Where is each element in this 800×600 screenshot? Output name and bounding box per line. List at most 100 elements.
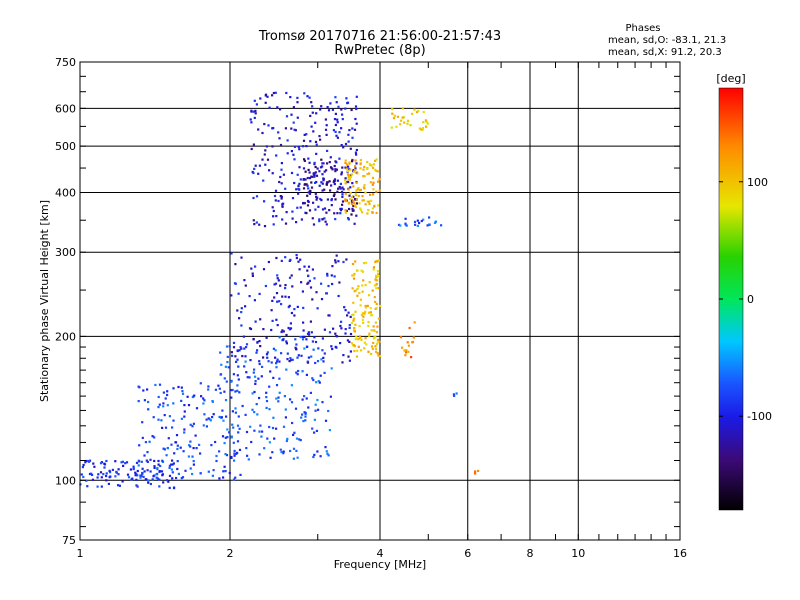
data-point <box>406 341 409 344</box>
data-point <box>355 122 358 125</box>
data-point <box>411 340 415 344</box>
data-point <box>358 202 361 205</box>
data-point <box>302 201 305 205</box>
data-point <box>339 207 342 210</box>
data-point <box>291 421 294 425</box>
colorbar-tick-label: -100 <box>747 410 772 423</box>
data-point <box>202 424 205 427</box>
data-point <box>355 335 358 338</box>
data-point <box>307 274 310 278</box>
data-point <box>344 107 347 110</box>
data-point <box>269 456 272 459</box>
data-point <box>353 272 356 276</box>
data-point <box>125 461 129 464</box>
data-point <box>271 319 274 322</box>
data-point <box>232 478 236 481</box>
data-point <box>271 451 274 454</box>
data-point <box>348 177 351 180</box>
data-point <box>339 209 343 212</box>
data-point <box>321 349 324 352</box>
data-point <box>378 178 381 181</box>
data-point <box>416 224 419 227</box>
data-point <box>255 351 258 354</box>
data-point <box>274 91 277 94</box>
data-point <box>474 470 477 473</box>
data-point <box>348 324 351 327</box>
data-point <box>352 313 355 316</box>
data-point <box>152 416 155 419</box>
data-point <box>105 472 108 475</box>
data-point <box>426 122 429 125</box>
data-point <box>117 473 120 476</box>
data-point <box>273 296 276 299</box>
data-point <box>361 211 364 214</box>
data-point <box>166 404 169 407</box>
data-point <box>160 419 163 422</box>
y-tick-label: 600 <box>55 102 76 115</box>
data-point <box>142 389 145 392</box>
data-point <box>108 469 111 472</box>
data-point <box>339 182 342 185</box>
data-point <box>315 429 318 432</box>
data-point <box>115 470 118 473</box>
data-point <box>233 459 236 462</box>
data-point <box>225 454 229 457</box>
data-point <box>272 91 275 95</box>
data-point <box>207 417 210 420</box>
data-point <box>303 347 306 350</box>
data-point <box>234 263 237 266</box>
data-point <box>305 338 308 341</box>
data-point <box>108 476 111 479</box>
data-point <box>100 476 103 479</box>
data-point <box>392 117 396 120</box>
data-point <box>364 310 367 313</box>
data-point <box>82 475 85 479</box>
data-point <box>261 365 264 368</box>
data-point <box>349 315 352 318</box>
data-point <box>275 318 278 321</box>
data-point <box>320 358 323 361</box>
data-point <box>311 427 314 430</box>
data-point <box>323 188 326 191</box>
data-point <box>303 159 306 162</box>
data-point <box>332 194 335 197</box>
data-points <box>79 91 480 490</box>
data-point <box>253 299 256 302</box>
data-point <box>189 445 192 448</box>
data-point <box>261 158 264 161</box>
data-point <box>180 477 183 480</box>
data-point <box>296 456 299 459</box>
data-point <box>360 338 363 341</box>
data-point <box>236 424 240 427</box>
data-point <box>348 326 351 329</box>
data-point <box>292 447 296 450</box>
data-point <box>272 127 275 130</box>
data-point <box>375 169 378 172</box>
data-point <box>282 452 285 455</box>
data-point <box>258 360 261 363</box>
data-point <box>375 190 378 193</box>
data-point <box>354 192 357 195</box>
data-point <box>265 145 268 148</box>
data-point <box>227 366 230 369</box>
data-point <box>268 408 271 411</box>
data-point <box>285 368 288 371</box>
data-point <box>244 413 247 416</box>
data-point <box>100 485 103 488</box>
data-point <box>250 109 253 112</box>
data-point <box>286 358 289 361</box>
data-point <box>302 139 306 142</box>
data-point <box>286 139 289 142</box>
data-point <box>118 484 121 487</box>
data-point <box>252 110 255 113</box>
data-point <box>371 166 375 169</box>
data-point <box>219 373 222 376</box>
x-tick-labels: 1 2 4 6 8 10 16 <box>77 547 688 560</box>
data-point <box>245 430 249 434</box>
data-point <box>352 274 356 277</box>
data-point <box>424 119 427 122</box>
data-point <box>158 478 161 481</box>
data-point <box>193 394 196 397</box>
data-point <box>223 465 226 468</box>
data-point <box>242 335 245 338</box>
